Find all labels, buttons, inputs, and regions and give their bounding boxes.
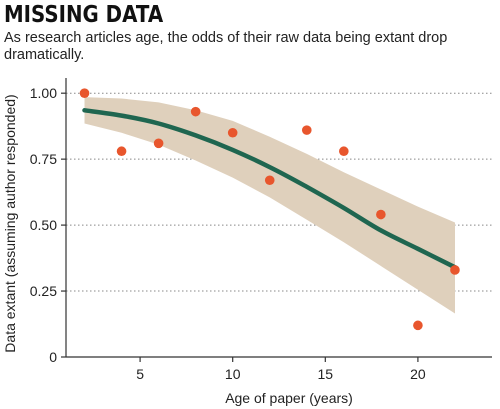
data-point-4 [227, 127, 238, 138]
chart-subtitle: As research articles age, the odds of th… [4, 30, 448, 63]
x-axis-title: Age of paper (years) [225, 390, 353, 406]
data-point-1 [116, 146, 127, 157]
data-point-0 [79, 88, 90, 98]
data-point-5 [264, 175, 275, 186]
y-tick-label-1: 0.25 [30, 283, 57, 299]
x-tick-label-3: 20 [410, 366, 426, 382]
chart-title: MISSING DATA [4, 2, 164, 28]
fit-line [82, 108, 458, 270]
y-tick-label-2: 0.50 [30, 217, 57, 233]
data-point-10 [450, 265, 460, 275]
confidence-band [84, 97, 455, 314]
data-points-layer [79, 88, 460, 331]
fit-line-layer [82, 108, 458, 270]
axes-layer: 0 0.25 0.50 0.75 1.00 5 10 15 20 [30, 78, 492, 382]
data-point-2 [153, 138, 164, 149]
data-point-8 [376, 209, 386, 220]
x-tick-label-2: 15 [318, 366, 334, 382]
y-axis-title: Data extant (assuming author responded) [2, 94, 18, 352]
data-point-6 [301, 125, 312, 135]
y-tick-label-0: 0 [49, 349, 57, 365]
x-tick-label-0: 5 [136, 366, 144, 382]
data-point-7 [339, 146, 349, 157]
y-tick-label-4: 1.00 [30, 85, 57, 101]
data-point-3 [190, 106, 201, 117]
data-point-9 [413, 320, 423, 331]
x-tick-label-1: 10 [225, 366, 241, 382]
confidence-band-layer [84, 97, 455, 314]
y-tick-label-3: 0.75 [30, 151, 57, 167]
